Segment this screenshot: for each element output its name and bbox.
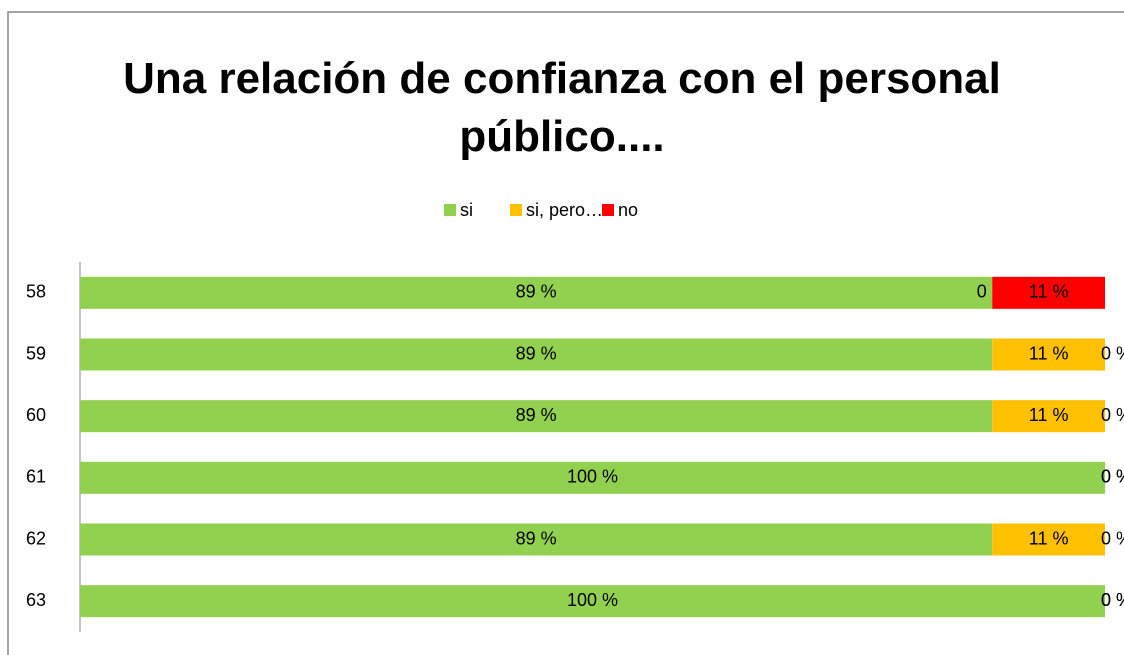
data-label: 0 % <box>1101 467 1124 487</box>
data-label: 0 % <box>1101 467 1124 487</box>
bar-segment <box>80 400 993 433</box>
bar-segment <box>80 585 1105 618</box>
y-tick-label: 61 <box>26 467 46 487</box>
y-tick-label: 62 <box>26 528 46 548</box>
bar-segment <box>992 523 1105 556</box>
data-label: 89 % <box>516 528 557 548</box>
legend-swatch <box>444 204 456 216</box>
y-tick-label: 60 <box>26 405 46 425</box>
bar-segment <box>80 523 993 556</box>
data-label: 0 % <box>1101 528 1124 548</box>
data-label: 11 % <box>1029 282 1069 302</box>
y-tick-label: 58 <box>26 282 46 302</box>
bar-segment <box>992 276 1105 309</box>
bar-segment <box>992 338 1105 371</box>
data-label: 11 % <box>1029 528 1069 548</box>
data-label: 11 % <box>1029 405 1069 425</box>
y-tick-label: 63 <box>26 590 46 610</box>
y-tick-label: 59 <box>26 343 46 363</box>
data-label: 100 % <box>567 590 618 610</box>
bar-segment <box>80 276 993 309</box>
data-label: 0 % <box>1101 590 1124 610</box>
legend-label: no <box>618 200 638 220</box>
data-label: 11 % <box>1029 343 1069 363</box>
bar-segment <box>80 461 1105 494</box>
data-label: 100 % <box>567 467 618 487</box>
legend-swatch <box>510 204 522 216</box>
legend-label: si, pero… <box>526 200 603 220</box>
chart-title: Una relación de confianza con el persona… <box>123 54 1001 161</box>
data-label: 89 % <box>516 405 557 425</box>
data-label: 89 % <box>516 282 557 302</box>
data-label: 0 % <box>1101 405 1124 425</box>
data-label: 0 % <box>1101 343 1124 363</box>
data-label: 0 % <box>1101 590 1124 610</box>
data-label: 89 % <box>516 343 557 363</box>
bar-segment <box>80 338 993 371</box>
legend-label: si <box>460 200 473 220</box>
bar-segment <box>992 400 1105 433</box>
chart-frame <box>7 11 1124 655</box>
legend-swatch <box>602 204 614 216</box>
